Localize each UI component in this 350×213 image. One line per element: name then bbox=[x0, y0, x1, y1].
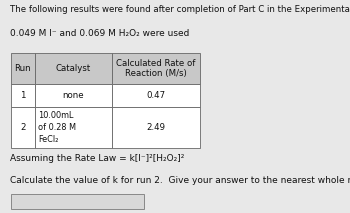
Text: Calculate the value of k for run 2.  Give your answer to the nearest whole numbe: Calculate the value of k for run 2. Give… bbox=[10, 176, 350, 185]
Bar bbox=[10, 53, 35, 84]
Text: Run: Run bbox=[14, 64, 31, 73]
Text: 1: 1 bbox=[20, 91, 26, 100]
Text: 2: 2 bbox=[20, 123, 26, 132]
Text: Calculated Rate of
Reaction (M/s): Calculated Rate of Reaction (M/s) bbox=[116, 59, 195, 78]
Bar bbox=[35, 106, 112, 148]
Text: 0.049 M I⁻ and 0.069 M H₂O₂ were used: 0.049 M I⁻ and 0.069 M H₂O₂ were used bbox=[10, 29, 190, 38]
Text: 2.49: 2.49 bbox=[146, 123, 165, 132]
Text: 0.47: 0.47 bbox=[146, 91, 165, 100]
Bar bbox=[10, 84, 35, 106]
Bar bbox=[35, 53, 112, 84]
Bar bbox=[35, 84, 112, 106]
Bar bbox=[112, 84, 200, 106]
Bar bbox=[10, 106, 35, 148]
Text: Catalyst: Catalyst bbox=[56, 64, 91, 73]
Text: none: none bbox=[63, 91, 84, 100]
Text: The following results were found after completion of Part C in the Experimental : The following results were found after c… bbox=[10, 5, 350, 14]
Bar bbox=[112, 106, 200, 148]
Text: Assuming the Rate Law = k[I⁻]²[H₂O₂]²: Assuming the Rate Law = k[I⁻]²[H₂O₂]² bbox=[10, 154, 185, 163]
Bar bbox=[10, 194, 144, 209]
Bar bbox=[112, 53, 200, 84]
Text: 10.00mL
of 0.28 M
FeCl₂: 10.00mL of 0.28 M FeCl₂ bbox=[38, 111, 77, 144]
